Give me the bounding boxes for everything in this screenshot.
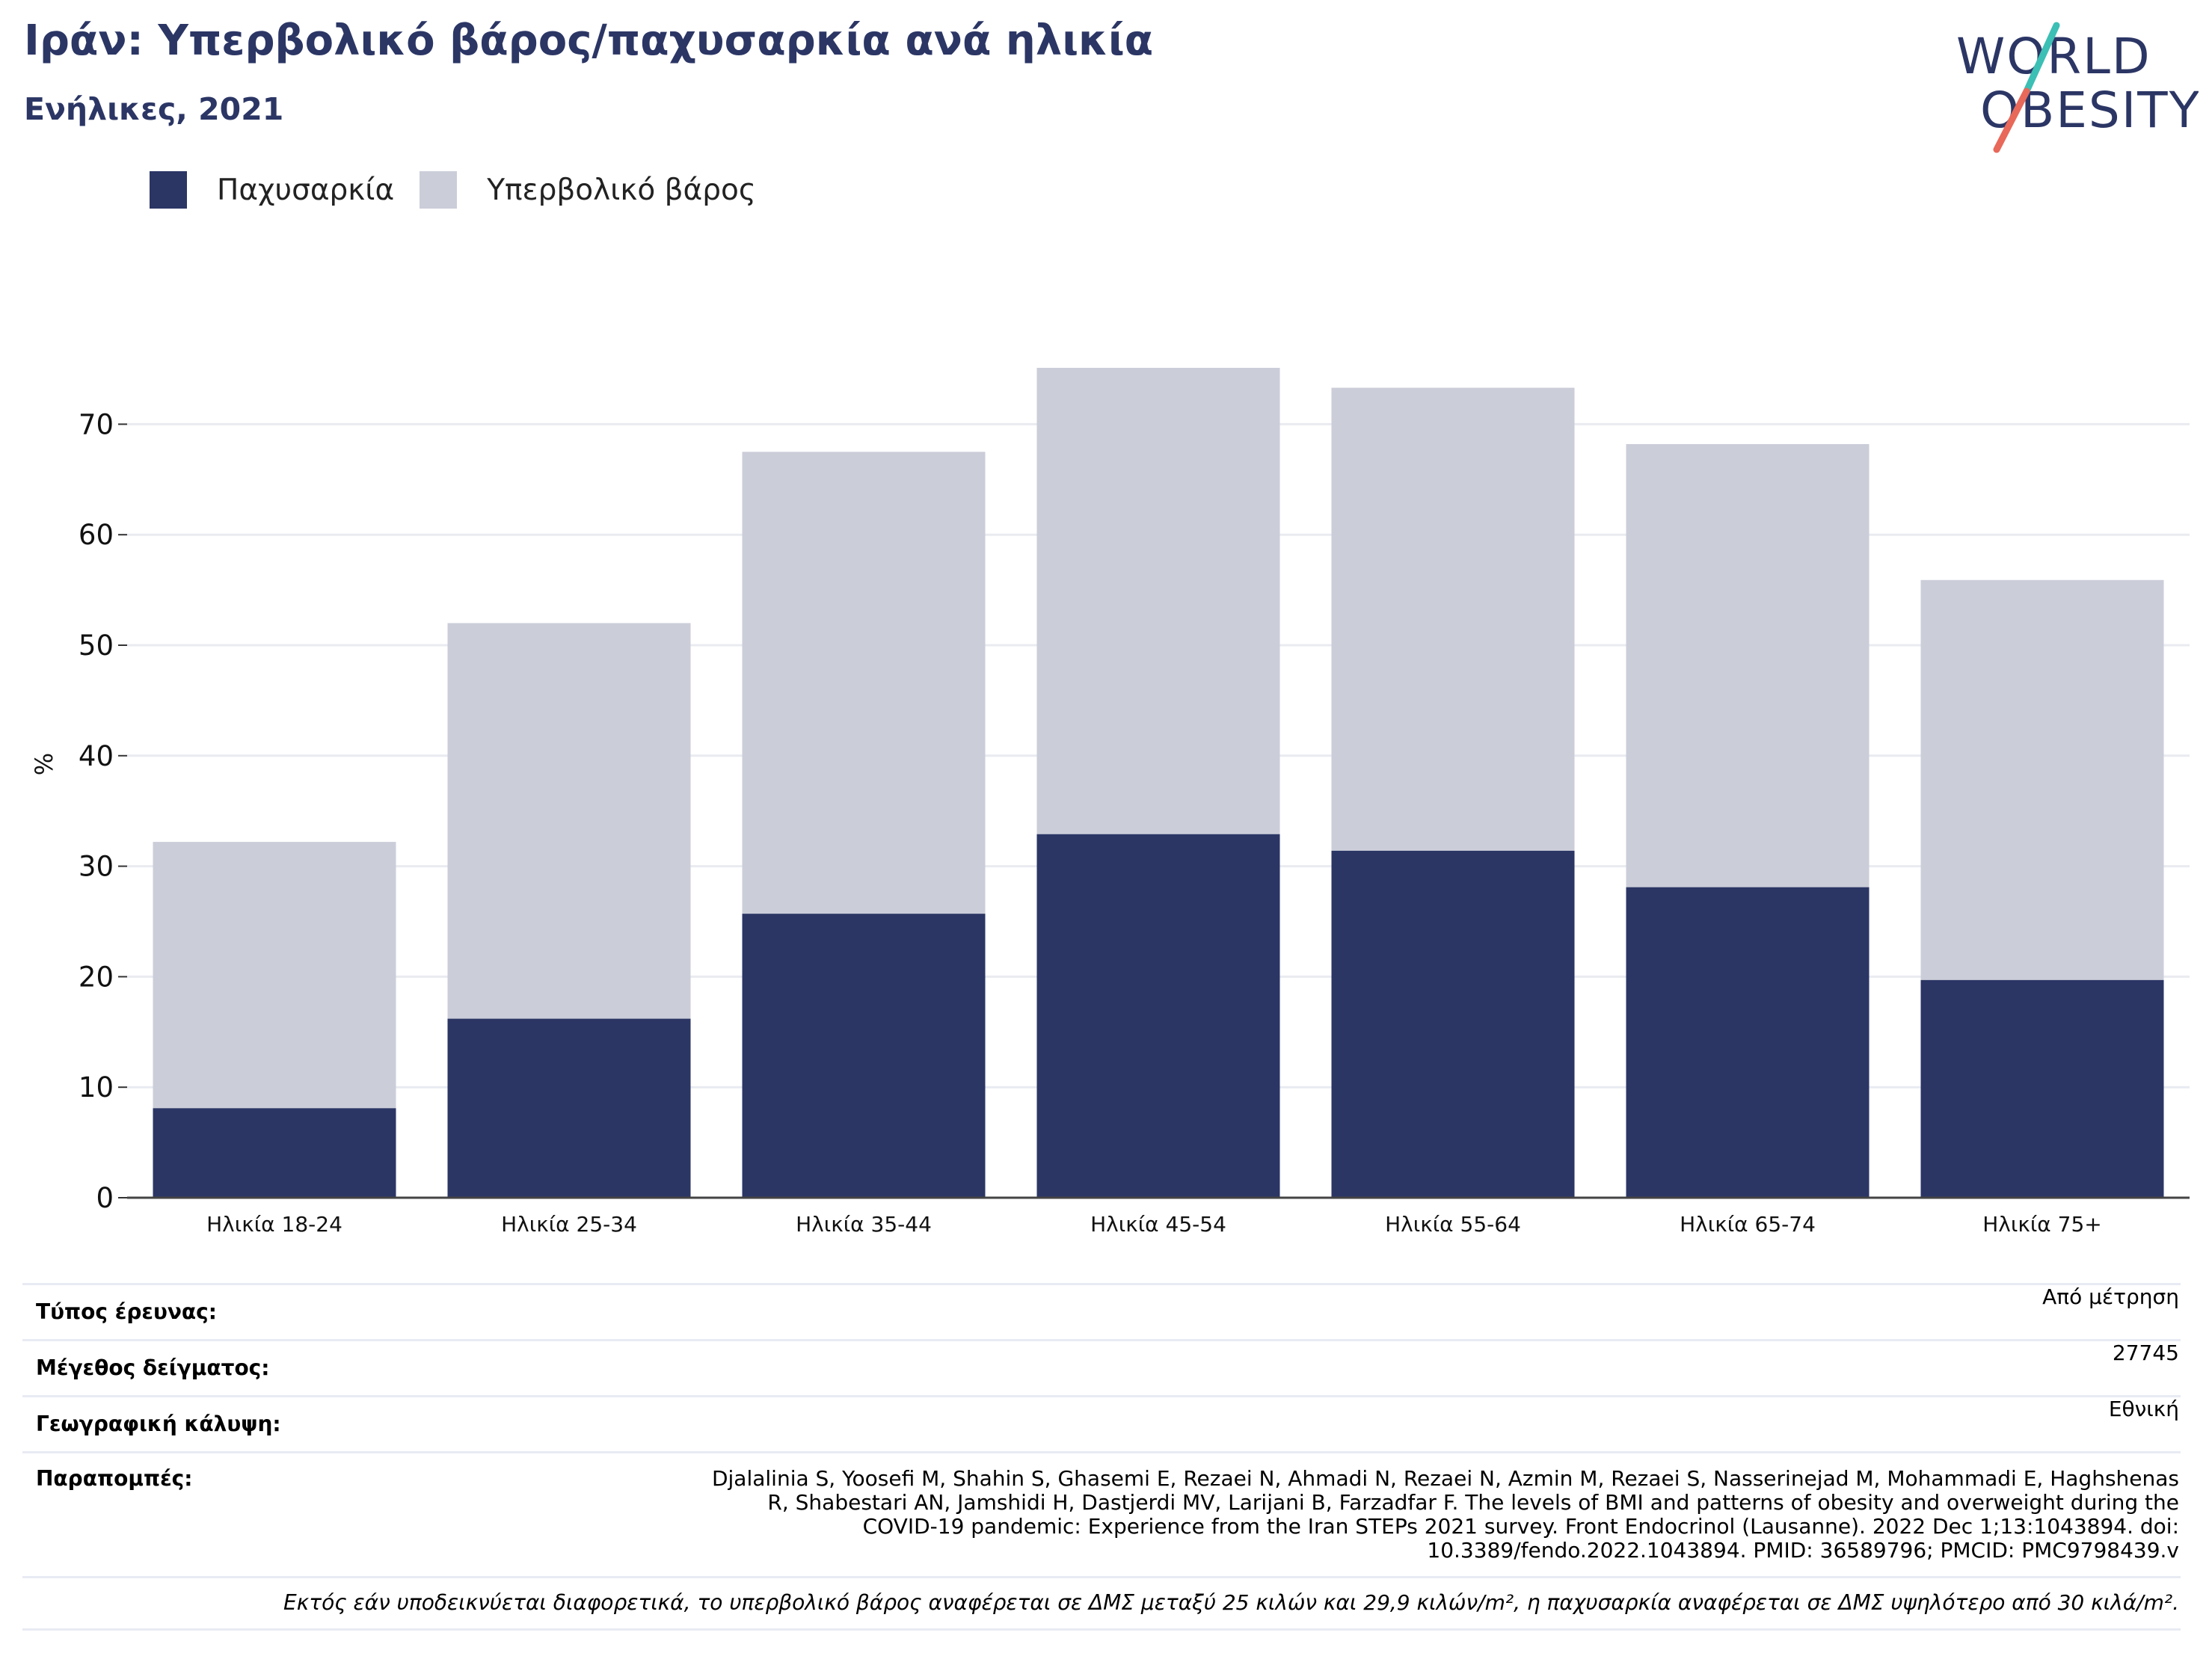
bar-obesity <box>1331 850 1575 1198</box>
info-label: Γεωγραφική κάλυψη: <box>22 1395 485 1453</box>
legend-label-overweight: Υπερβολικό βάρος <box>487 173 756 207</box>
bar-obesity <box>1036 834 1280 1198</box>
reference-line: R, Shabestari AN, Jamshidi H, Dastjerdi … <box>767 1490 2179 1515</box>
survey-info-table: Τύπος έρευνας: Από μέτρηση Μέγεθος δείγμ… <box>22 1283 2181 1631</box>
info-row-coverage: Γεωγραφική κάλυψη: Εθνική <box>22 1395 2181 1453</box>
info-value: 27745 <box>485 1339 2181 1397</box>
chart-title: Ιράν: Υπερβολικό βάρος/παχυσαρκία ανά ηλ… <box>24 16 1154 65</box>
bar-obesity <box>447 1018 691 1198</box>
logo-line2: OBESITY <box>1980 81 2199 139</box>
info-label: Παραπομπές: <box>22 1451 485 1578</box>
bar-obesity <box>1920 979 2164 1198</box>
y-tick-label: 40 <box>79 740 114 772</box>
bar-overweight <box>1036 368 1280 834</box>
bar-obesity <box>742 914 986 1198</box>
reference-line: COVID-19 pandemic: Experience from the I… <box>862 1514 2179 1539</box>
bar-overweight <box>742 452 986 914</box>
y-tick-label: 30 <box>79 851 114 883</box>
info-row-references: Παραπομπές: Djalalinia S, Yoosefi M, Sha… <box>22 1451 2181 1578</box>
chart-subtitle: Ενήλικες, 2021 <box>24 91 284 127</box>
references-text: Djalalinia S, Yoosefi M, Shahin S, Ghase… <box>485 1451 2181 1578</box>
x-tick-label: Ηλικία 18-24 <box>206 1212 342 1237</box>
info-value: Από μέτρηση <box>485 1283 2181 1341</box>
reference-line: 10.3389/fendo.2022.1043894. PMID: 365897… <box>1427 1538 2179 1563</box>
bar-obesity <box>153 1108 396 1198</box>
stacked-bar-chart: 0 10 20 30 40 50 60 70% Ηλικία 18-24 Ηλικία 25-34… <box>30 368 2190 1237</box>
y-tick-label: 20 <box>79 961 114 993</box>
bar-overweight <box>1920 579 2164 980</box>
footnote-row: Εκτός εάν υποδεικνύεται διαφορετικά, το … <box>22 1576 2181 1631</box>
bar-overweight <box>1331 387 1575 851</box>
y-axis-label: % <box>30 753 58 775</box>
info-row-sample-size: Μέγεθος δείγματος: 27745 <box>22 1339 2181 1397</box>
chart-legend: Παχυσαρκία Υπερβολικό βάρος <box>150 169 781 211</box>
bar-overweight <box>1626 444 1870 887</box>
bar-obesity <box>1626 887 1870 1198</box>
legend-swatch-obesity <box>150 171 187 209</box>
legend-swatch-overweight <box>420 171 458 209</box>
x-tick-label: Ηλικία 65-74 <box>1680 1212 1816 1237</box>
y-tick-label: 0 <box>96 1182 114 1214</box>
info-row-survey-type: Τύπος έρευνας: Από μέτρηση <box>22 1283 2181 1341</box>
x-tick-label: Ηλικία 25-34 <box>501 1212 637 1237</box>
world-obesity-logo: WORLD OBESITY <box>1956 22 2199 153</box>
x-tick-label: Ηλικία 55-64 <box>1385 1212 1521 1237</box>
y-tick-label: 60 <box>79 519 114 551</box>
legend-label-obesity: Παχυσαρκία <box>217 173 395 207</box>
info-value: Εθνική <box>485 1395 2181 1453</box>
footnote: Εκτός εάν υποδεικνύεται διαφορετικά, το … <box>22 1576 2181 1631</box>
info-label: Μέγεθος δείγματος: <box>22 1339 485 1397</box>
legend-item-overweight: Υπερβολικό βάρος <box>420 171 756 209</box>
x-tick-label: Ηλικία 45-54 <box>1090 1212 1226 1237</box>
x-tick-label: Ηλικία 75+ <box>1982 1212 2102 1237</box>
y-tick-label: 70 <box>79 408 114 440</box>
legend-item-obesity: Παχυσαρκία <box>150 171 394 209</box>
y-tick-label: 10 <box>79 1071 114 1104</box>
x-tick-label: Ηλικία 35-44 <box>796 1212 932 1237</box>
info-label: Τύπος έρευνας: <box>22 1283 485 1341</box>
bar-overweight <box>447 623 691 1019</box>
y-tick-label: 50 <box>79 630 114 662</box>
bar-overweight <box>153 842 396 1109</box>
reference-line: Djalalinia S, Yoosefi M, Shahin S, Ghase… <box>711 1466 2179 1491</box>
